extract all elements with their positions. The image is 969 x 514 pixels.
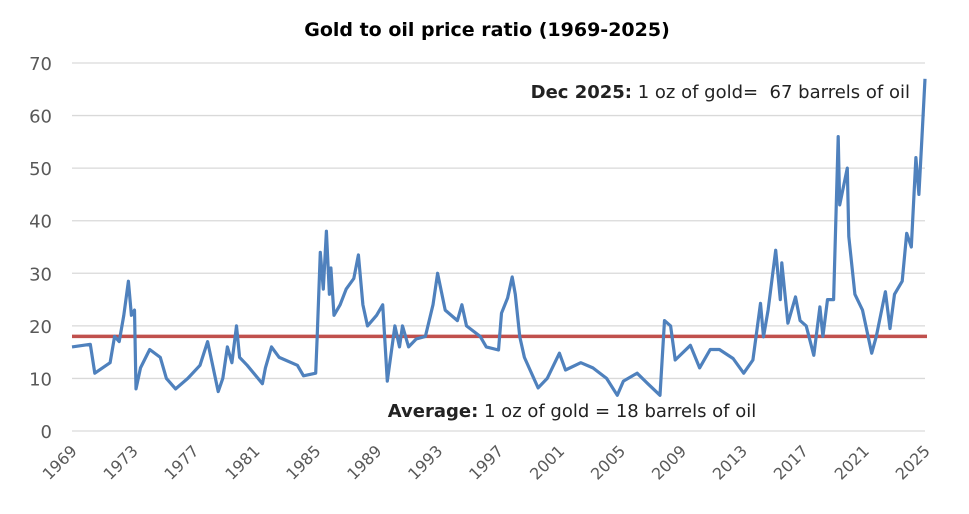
gridlines — [72, 62, 925, 432]
x-tick-label: 1981 — [221, 441, 263, 483]
x-tick-label: 1989 — [343, 441, 385, 483]
x-tick-label: 1973 — [100, 441, 142, 483]
x-tick-label: 2021 — [831, 441, 873, 483]
chart-title: Gold to oil price ratio (1969-2025) — [304, 19, 670, 41]
x-tick-label: 2013 — [709, 441, 751, 483]
x-tick-label: 1977 — [160, 441, 202, 483]
x-tick-label: 1985 — [282, 441, 324, 483]
y-tick-label: 70 — [29, 54, 52, 75]
y-tick-label: 50 — [29, 159, 52, 180]
x-tick-label: 2005 — [587, 441, 629, 483]
y-tick-label: 10 — [29, 369, 52, 390]
x-tick-label: 1997 — [465, 441, 507, 483]
x-tick-label: 1993 — [404, 441, 446, 483]
x-tick-label: 1969 — [39, 441, 81, 483]
annotation-bold: Dec 2025: — [531, 82, 632, 103]
y-tick-label: 0 — [41, 422, 52, 443]
x-tick-label: 2025 — [892, 441, 934, 483]
y-tick-label: 40 — [29, 212, 52, 233]
x-tick-label: 2017 — [770, 441, 812, 483]
series-line-gold-oil-ratio — [71, 78, 927, 397]
average-annotation-bold: Average: — [388, 401, 479, 422]
average-annotation-text: 1 oz of gold = 18 barrels of oil — [478, 401, 756, 422]
y-axis-ticks: 0 10 20 30 40 50 60 70 — [29, 54, 52, 443]
x-axis-ticks: 1969 1973 1977 1981 1985 1989 1993 1997 2001 2005… — [39, 441, 934, 483]
y-tick-label: 60 — [29, 107, 52, 128]
y-tick-label: 20 — [29, 317, 52, 338]
annotation-text: 1 oz of gold= 67 barrels of oil — [632, 82, 910, 103]
dec-2025-annotation: Dec 2025: 1 oz of gold= 67 barrels of oi… — [531, 82, 910, 103]
x-tick-label: 2009 — [648, 441, 690, 483]
y-tick-label: 30 — [29, 264, 52, 285]
average-annotation: Average: 1 oz of gold = 18 barrels of oi… — [388, 401, 757, 422]
x-tick-label: 2001 — [526, 441, 568, 483]
